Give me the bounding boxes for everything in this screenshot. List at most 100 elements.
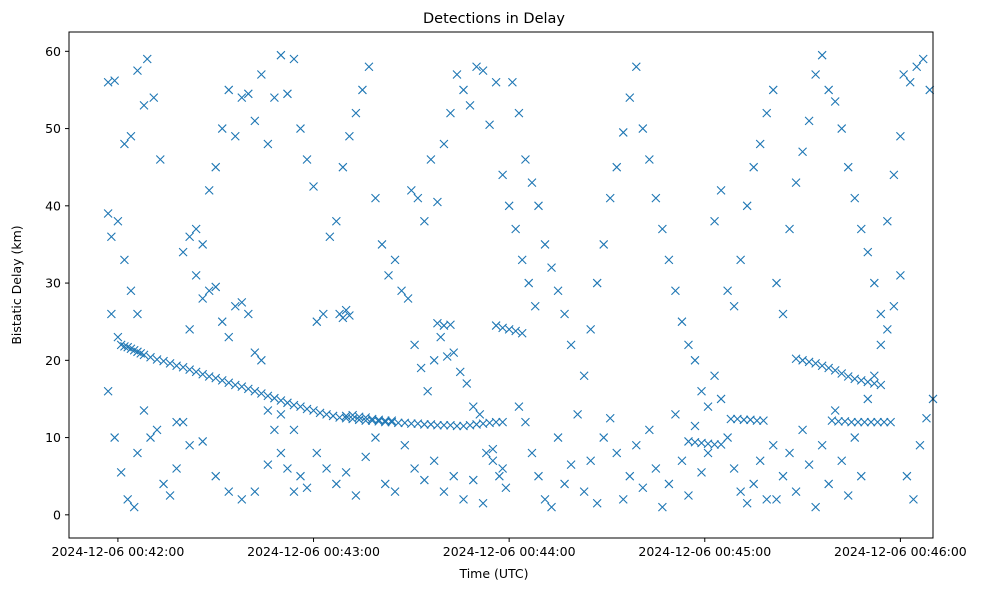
data-point	[276, 448, 286, 458]
data-point	[886, 417, 896, 427]
data-point	[455, 367, 465, 377]
data-point	[755, 139, 765, 149]
data-point	[406, 185, 416, 195]
data-point	[159, 356, 168, 366]
data-point	[442, 352, 452, 361]
data-point	[185, 365, 195, 374]
data-point	[729, 464, 739, 473]
data-point	[351, 108, 361, 118]
data-point	[488, 456, 498, 466]
data-point	[126, 131, 136, 141]
data-point	[644, 155, 654, 164]
data-point	[103, 77, 113, 87]
data-point	[263, 406, 273, 415]
data-point	[772, 494, 781, 504]
data-point	[869, 371, 879, 381]
data-point	[491, 77, 501, 87]
data-point	[866, 417, 876, 427]
data-point	[664, 479, 674, 489]
data-point	[429, 355, 439, 365]
data-point	[798, 355, 807, 365]
data-point	[752, 416, 762, 425]
data-point	[230, 380, 240, 390]
data-point	[710, 371, 719, 381]
data-point	[103, 209, 113, 218]
data-point	[592, 498, 602, 508]
data-point	[224, 85, 234, 95]
data-point	[436, 332, 446, 342]
data-point	[658, 224, 667, 234]
data-point	[387, 416, 397, 425]
data-point	[289, 487, 299, 497]
data-point	[475, 410, 485, 419]
data-point	[547, 502, 556, 512]
data-point	[540, 240, 550, 249]
data-point	[120, 342, 129, 351]
data-point	[406, 419, 416, 429]
data-point	[785, 448, 794, 458]
data-point	[742, 498, 752, 508]
data-point	[547, 263, 556, 273]
data-point	[671, 286, 680, 296]
data-point	[560, 309, 569, 319]
data-point	[390, 255, 400, 265]
data-point	[873, 417, 882, 427]
data-point	[534, 201, 543, 211]
data-point	[599, 240, 609, 249]
data-point	[433, 318, 442, 328]
data-point	[530, 301, 540, 311]
data-point	[419, 420, 429, 429]
data-point	[882, 325, 892, 334]
data-point	[377, 240, 387, 249]
data-point	[485, 120, 494, 130]
data-point	[856, 224, 866, 234]
data-point	[211, 162, 221, 172]
data-point	[631, 62, 641, 72]
data-point	[739, 415, 749, 425]
data-point	[824, 363, 834, 373]
data-point	[172, 464, 181, 473]
data-point	[243, 309, 253, 319]
data-point	[889, 301, 899, 311]
data-point	[889, 170, 899, 180]
data-point	[521, 155, 530, 164]
data-point	[103, 386, 113, 396]
data-point	[521, 417, 530, 427]
data-point	[276, 410, 286, 419]
data-point	[384, 270, 393, 280]
data-point	[791, 178, 801, 188]
data-point	[358, 85, 367, 95]
data-point	[869, 379, 879, 388]
data-point	[494, 471, 504, 481]
data-point	[217, 124, 227, 133]
data-point	[830, 406, 840, 415]
data-point	[856, 376, 866, 385]
data-point	[191, 224, 201, 234]
data-point	[419, 475, 429, 485]
x-tick-label: 2024-12-06 00:46:00	[834, 544, 967, 559]
data-point	[853, 417, 863, 427]
data-point	[863, 247, 873, 257]
data-point	[345, 131, 354, 141]
data-point	[465, 101, 475, 110]
data-point	[843, 491, 853, 500]
data-point	[152, 355, 162, 364]
data-point	[498, 323, 508, 333]
data-point	[638, 124, 648, 133]
data-point	[198, 437, 208, 446]
data-point	[514, 402, 524, 412]
data-point	[651, 464, 661, 473]
data-point	[364, 62, 374, 72]
data-points	[103, 50, 938, 512]
data-point	[224, 332, 234, 342]
data-point	[762, 494, 772, 504]
data-point	[191, 367, 201, 377]
data-point	[504, 325, 514, 334]
data-point	[250, 386, 260, 396]
data-point	[759, 416, 768, 425]
data-point	[811, 70, 821, 79]
data-point	[283, 464, 292, 473]
data-point	[120, 255, 129, 265]
data-point	[110, 433, 120, 442]
data-point	[172, 417, 181, 427]
